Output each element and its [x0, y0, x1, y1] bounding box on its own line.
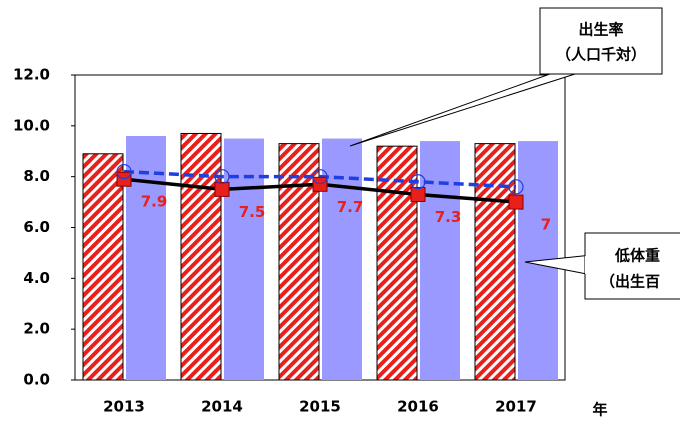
annotation: （出生百 [600, 273, 660, 291]
annotation: 出生率 [578, 21, 623, 39]
marker [214, 169, 230, 185]
x-tick-label: 2017 [495, 398, 537, 416]
x-tick-label: 2014 [201, 398, 243, 416]
bar [82, 153, 124, 381]
marker [312, 169, 328, 185]
bar [376, 145, 418, 381]
x-axis-label: 年 [592, 401, 607, 419]
annotation: 低体重 [614, 247, 660, 265]
bar [322, 138, 362, 380]
y-tick-label: 2.0 [23, 320, 50, 338]
callout [349, 7, 680, 300]
data-label: 7.5 [239, 203, 266, 221]
marker [410, 174, 426, 190]
data-label: 7.9 [141, 193, 168, 211]
y-tick-label: 4.0 [23, 269, 50, 287]
y-tick-label: 6.0 [23, 218, 50, 236]
y-tick-label: 12.0 [13, 66, 50, 84]
y-tick-label: 8.0 [23, 167, 50, 185]
marker [508, 194, 524, 210]
bar [474, 143, 516, 381]
x-tick-label: 2016 [397, 398, 439, 416]
bar [224, 138, 264, 380]
data-label: 7 [541, 216, 551, 234]
data-label: 7.3 [435, 208, 462, 226]
bar [126, 136, 166, 380]
x-tick-label: 2013 [103, 398, 145, 416]
x-tick-label: 2015 [299, 398, 341, 416]
marker [508, 179, 524, 195]
marker [214, 181, 230, 197]
annotation: （人口千対） [556, 46, 646, 64]
marker [116, 163, 132, 180]
marker [116, 171, 132, 187]
y-tick-label: 0.0 [23, 371, 50, 389]
data-label: 7.7 [337, 198, 364, 216]
bar [180, 132, 222, 381]
marker [410, 186, 426, 202]
marker [312, 176, 328, 192]
y-tick-label: 10.0 [13, 116, 50, 134]
bar [420, 141, 460, 380]
line [123, 169, 517, 189]
